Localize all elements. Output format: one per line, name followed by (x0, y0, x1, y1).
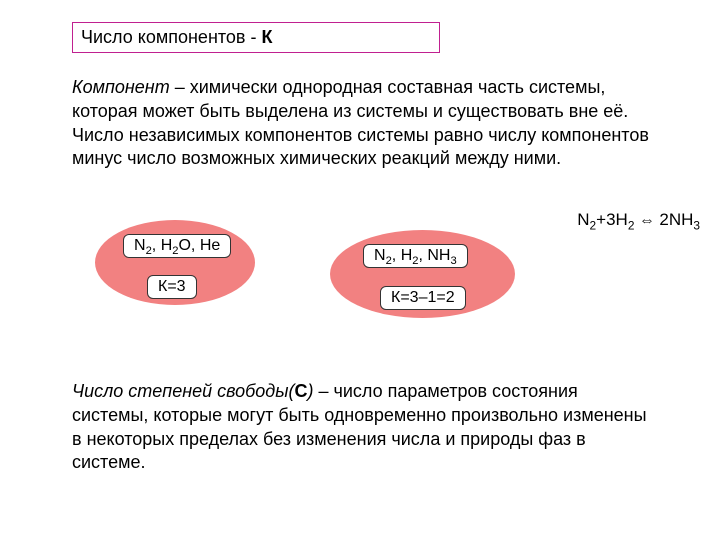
ellipse-shape: N2, H2, NH3 К=3–1=2 (330, 230, 515, 318)
k-value-1: К=3 (147, 275, 197, 299)
eq-arrow: ⇔ (634, 212, 659, 229)
species-list-2: N2, H2, NH3 (363, 244, 468, 268)
title-box: Число компонентов - К (72, 22, 440, 53)
eq-rhs-sub: 3 (693, 218, 700, 232)
reaction-equation: N2+3H2 ⇔ 2NH3 (577, 210, 700, 230)
ellipse-shape: N2, H2O, He К=3 (95, 220, 255, 305)
sp-nh3: , NH (418, 247, 450, 264)
term-component: Компонент (72, 77, 170, 97)
title-symbol: К (262, 27, 273, 47)
sp-nh3-sub: 3 (450, 255, 456, 267)
term-dof: Число степеней свободы( (72, 381, 294, 401)
sp-rest: O, He (178, 237, 220, 254)
title-prefix: Число компонентов - (81, 27, 262, 47)
slide: Число компонентов - К Компонент – химиче… (0, 0, 720, 540)
system-ellipse-2: N2, H2, NH3 К=3–1=2 (330, 230, 515, 318)
definition-degrees-of-freedom: Число степеней свободы(С) – число параме… (72, 380, 657, 475)
dof-symbol: С (294, 381, 307, 401)
species-list-1: N2, H2O, He (123, 234, 231, 258)
sp-n: N (374, 247, 386, 264)
system-ellipse-1: N2, H2O, He К=3 (95, 220, 255, 305)
k-value-2: К=3–1=2 (380, 286, 466, 310)
eq-rhs: 2NH (659, 210, 693, 229)
sp-h2o-pre: , H (152, 237, 172, 254)
sp-h2: , H (392, 247, 412, 264)
sp-n: N (134, 237, 146, 254)
eq-plus: +3H (596, 210, 628, 229)
definition-component: Компонент – химически однородная составн… (72, 76, 657, 171)
eq-n: N (577, 210, 589, 229)
